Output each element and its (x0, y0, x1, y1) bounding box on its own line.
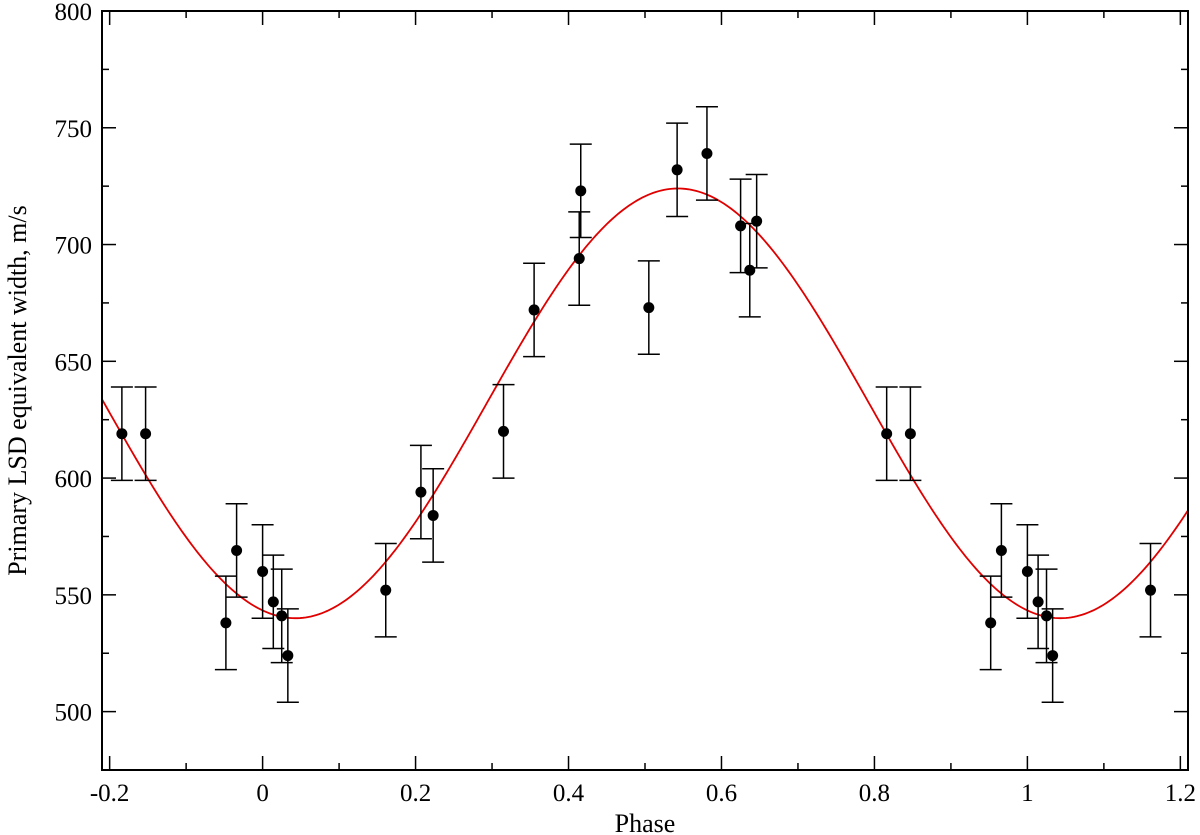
points-layer (110, 106, 1162, 704)
point-marker (498, 425, 510, 437)
x-tick-label: 0.8 (859, 780, 890, 807)
data-point (875, 386, 898, 482)
data-point (637, 260, 660, 356)
x-tick-label: 0.4 (553, 780, 585, 807)
point-marker (744, 264, 756, 276)
data-point (251, 524, 274, 619)
data-point (262, 554, 285, 650)
point-marker (881, 428, 893, 440)
data-point (523, 262, 546, 358)
data-point (225, 503, 248, 598)
x-tick-label: 0.2 (400, 780, 431, 807)
data-point (276, 608, 299, 704)
data-point (979, 575, 1002, 671)
data-point (1139, 542, 1162, 638)
data-point (695, 106, 718, 201)
point-marker (1041, 610, 1053, 622)
data-point (899, 386, 922, 482)
point-marker (1145, 584, 1157, 596)
data-point (110, 386, 133, 482)
x-tick-label: 1 (1021, 780, 1034, 807)
point-marker (1047, 650, 1059, 662)
point-marker (415, 486, 427, 498)
x-tick-label: 0.6 (706, 780, 737, 807)
y-tick-label: 600 (55, 466, 93, 493)
y-tick-label: 550 (55, 583, 93, 610)
y-tick-label: 750 (55, 116, 93, 143)
y-tick-label: 700 (55, 233, 93, 260)
x-axis-title: Phase (615, 809, 676, 835)
plot-frame (101, 10, 1189, 771)
data-point (214, 575, 237, 671)
x-tick-label: -0.2 (90, 780, 130, 807)
data-point (1035, 568, 1058, 664)
data-point (738, 222, 761, 318)
point-marker (140, 428, 152, 440)
point-marker (643, 302, 655, 314)
point-marker (1021, 565, 1033, 577)
data-point (422, 467, 445, 563)
point-marker (904, 428, 916, 440)
point-marker (116, 428, 128, 440)
point-marker (573, 253, 585, 265)
point-marker (267, 596, 279, 608)
point-marker (231, 544, 243, 556)
x-tick-label: 1.2 (1165, 780, 1196, 807)
point-marker (427, 509, 439, 521)
data-point (409, 444, 432, 540)
point-marker (575, 185, 587, 197)
fit-layer (101, 187, 1189, 620)
data-point (492, 383, 515, 479)
fit-curve (101, 187, 1189, 620)
point-marker (276, 610, 288, 622)
data-point (1041, 608, 1064, 704)
y-tick-label: 800 (55, 0, 93, 26)
data-point (745, 173, 768, 269)
y-axis-title: Primary LSD equivalent width, m/s (3, 205, 32, 575)
data-point (568, 211, 591, 307)
y-tick-label: 650 (55, 349, 93, 376)
data-point (569, 143, 592, 239)
data-point (1016, 524, 1039, 619)
data-point (666, 122, 689, 218)
tick-labels: -0.2 0 0.2 0.4 0.6 0.8 1 1.2 500 550 600 650 700 750 8… (55, 0, 1196, 807)
point-marker (995, 544, 1007, 556)
data-point (374, 542, 397, 638)
y-tick-label: 500 (55, 700, 93, 727)
point-marker (735, 220, 747, 232)
data-point (134, 386, 157, 482)
point-marker (528, 304, 540, 316)
data-point (990, 503, 1013, 598)
point-marker (985, 617, 997, 629)
x-tick-label: 0 (256, 780, 269, 807)
point-marker (1032, 596, 1044, 608)
point-marker (701, 147, 713, 159)
point-marker (282, 650, 294, 662)
point-marker (751, 215, 763, 227)
point-marker (257, 565, 269, 577)
axes-ticks (102, 10, 1188, 770)
point-marker (220, 617, 232, 629)
point-marker (380, 584, 392, 596)
data-point (729, 178, 752, 274)
data-point (1027, 554, 1050, 650)
point-marker (671, 164, 683, 176)
data-point (270, 568, 293, 664)
